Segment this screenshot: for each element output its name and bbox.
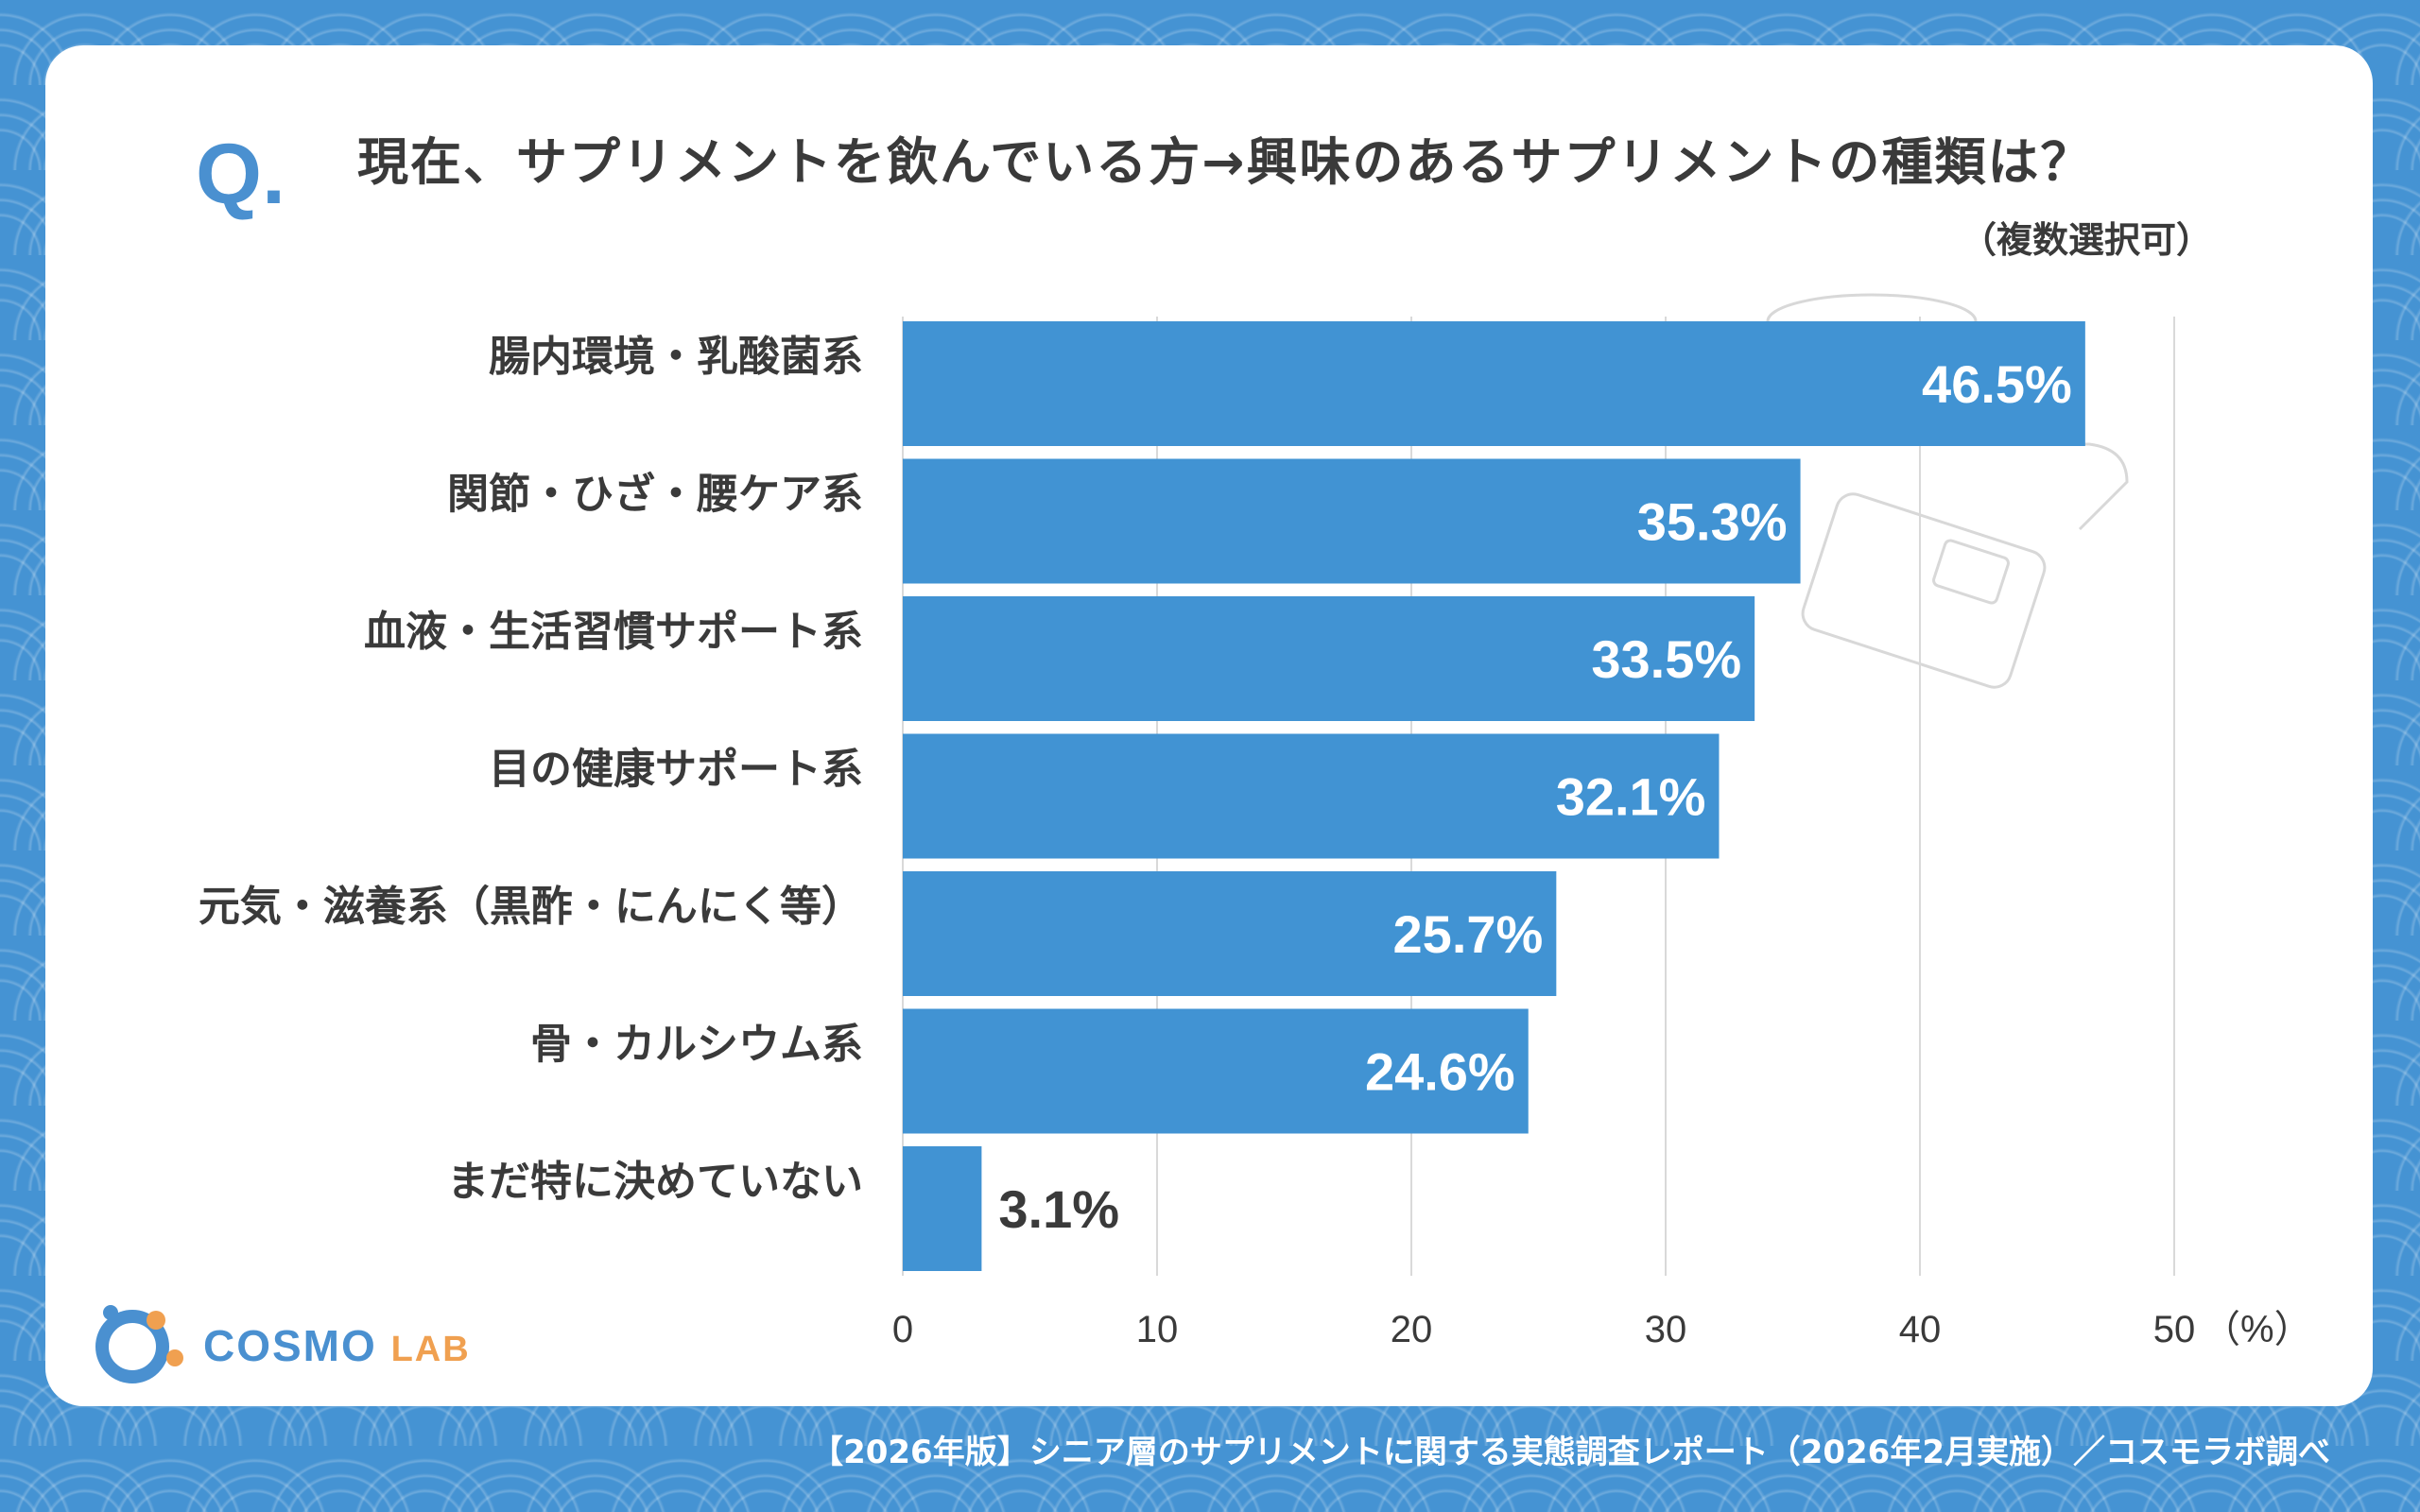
- x-unit-label: （%）: [2203, 1309, 2312, 1350]
- chart-card: [45, 45, 2373, 1406]
- category-label: まだ特に決めていない: [447, 1158, 863, 1206]
- q-mark: Q.: [196, 128, 286, 222]
- source-footer: 【2026年版】シニア層のサプリメントに関する実態調査レポート（2026年2月実…: [811, 1434, 2330, 1471]
- question-subtitle: （複数選択可）: [1960, 219, 2212, 261]
- x-tick-label: 0: [892, 1309, 913, 1350]
- category-label: 目の健康サポート系: [489, 746, 863, 794]
- x-tick-label: 50: [2153, 1309, 2196, 1350]
- bar: [903, 458, 1801, 584]
- value-label: 25.7%: [1393, 904, 1544, 964]
- bar: [903, 321, 2085, 446]
- value-label: 24.6%: [1365, 1042, 1515, 1102]
- x-tick-label: 40: [1899, 1309, 1942, 1350]
- logo-text-sub: LAB: [390, 1330, 471, 1369]
- value-label: 33.5%: [1591, 629, 1741, 689]
- x-tick-label: 30: [1645, 1309, 1687, 1350]
- category-label: 元気・滋養系（黒酢・にんにく等）: [199, 883, 863, 931]
- category-label: 関節・ひざ・腰ケア系: [447, 471, 863, 519]
- cosmo-lab-logo: COSMO LAB: [90, 1299, 471, 1384]
- logo-text-main: COSMO: [203, 1321, 377, 1370]
- value-label: 3.1%: [998, 1179, 1119, 1239]
- value-label: 35.3%: [1637, 492, 1788, 552]
- bar: [903, 871, 1557, 996]
- category-label: 腸内環境・乳酸菌系: [489, 333, 863, 381]
- value-label: 32.1%: [1556, 767, 1706, 827]
- logo-text: COSMO LAB: [203, 1320, 471, 1371]
- value-label: 46.5%: [1922, 354, 2072, 414]
- bar: [903, 733, 1720, 859]
- bar: [903, 596, 1755, 721]
- logo-icon: [95, 1305, 183, 1383]
- bar: [903, 1146, 982, 1271]
- question-title: 現在、サプリメントを飲んでいる方→興味のあるサプリメントの種類は？: [357, 132, 2094, 192]
- category-label: 骨・カルシウム系: [530, 1021, 863, 1069]
- x-tick-label: 20: [1391, 1309, 1433, 1350]
- bar: [903, 1008, 1529, 1134]
- x-tick-label: 10: [1136, 1309, 1179, 1350]
- category-label: 血液・生活習慣サポート系: [364, 608, 863, 656]
